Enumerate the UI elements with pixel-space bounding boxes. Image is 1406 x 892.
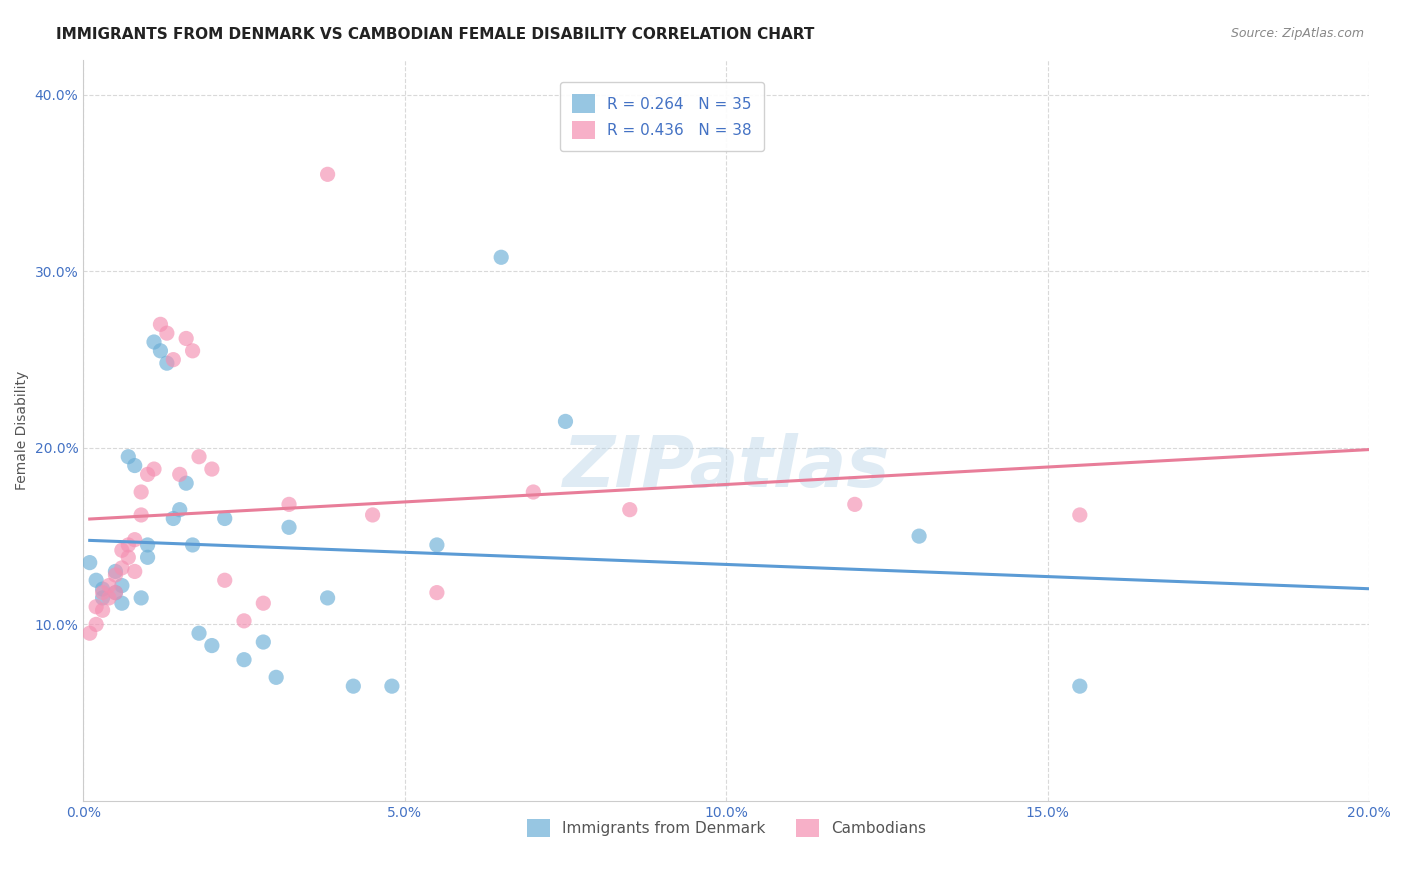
Point [129, 485, 152, 500]
Point [162, 352, 184, 367]
Point [426, 585, 449, 599]
Point [233, 653, 256, 667]
Point [136, 550, 159, 565]
Point [181, 343, 204, 358]
Point [149, 343, 172, 358]
Point [84, 617, 107, 632]
Point [91, 603, 114, 617]
Point [188, 626, 211, 640]
Point [489, 250, 512, 264]
Point [162, 511, 184, 525]
Point [844, 497, 866, 511]
Point [117, 450, 139, 464]
Point [91, 585, 114, 599]
Point [124, 565, 146, 579]
Point [143, 462, 166, 476]
Point [381, 679, 404, 693]
Point [1069, 508, 1091, 522]
Point [117, 550, 139, 565]
Point [91, 582, 114, 596]
Point [214, 574, 236, 588]
Point [129, 508, 152, 522]
Point [136, 538, 159, 552]
Point [201, 462, 224, 476]
Text: ZIPatlas: ZIPatlas [562, 433, 890, 502]
Point [426, 538, 449, 552]
Point [91, 591, 114, 605]
Point [316, 591, 339, 605]
Point [264, 670, 287, 684]
Text: IMMIGRANTS FROM DENMARK VS CAMBODIAN FEMALE DISABILITY CORRELATION CHART: IMMIGRANTS FROM DENMARK VS CAMBODIAN FEM… [56, 27, 814, 42]
Point [104, 585, 127, 599]
Point [84, 574, 107, 588]
Point [104, 565, 127, 579]
Point [252, 596, 274, 610]
Point [278, 497, 301, 511]
Point [111, 543, 134, 558]
Point [361, 508, 384, 522]
Point [111, 561, 134, 575]
Point [214, 511, 236, 525]
Point [278, 520, 301, 534]
Legend: Immigrants from Denmark, Cambodians: Immigrants from Denmark, Cambodians [519, 811, 934, 845]
Point [98, 591, 121, 605]
Point [129, 591, 152, 605]
Text: Source: ZipAtlas.com: Source: ZipAtlas.com [1230, 27, 1364, 40]
Point [143, 334, 166, 349]
Point [79, 626, 101, 640]
Point [233, 614, 256, 628]
Point [169, 467, 191, 482]
Point [174, 476, 197, 491]
Point [342, 679, 364, 693]
Point [156, 356, 179, 370]
Point [149, 318, 172, 332]
Point [252, 635, 274, 649]
Point [84, 599, 107, 614]
Point [111, 596, 134, 610]
Point [188, 450, 211, 464]
Point [169, 502, 191, 516]
Point [619, 502, 641, 516]
Point [117, 538, 139, 552]
Point [156, 326, 179, 341]
Point [181, 538, 204, 552]
Point [522, 485, 544, 500]
Point [1069, 679, 1091, 693]
Point [124, 533, 146, 547]
Point [98, 578, 121, 592]
Point [124, 458, 146, 473]
Y-axis label: Female Disability: Female Disability [15, 370, 30, 490]
Point [136, 467, 159, 482]
Point [316, 167, 339, 181]
Point [111, 578, 134, 592]
Point [908, 529, 931, 543]
Point [554, 414, 576, 428]
Point [104, 585, 127, 599]
Point [104, 568, 127, 582]
Point [79, 556, 101, 570]
Point [201, 639, 224, 653]
Point [174, 331, 197, 345]
